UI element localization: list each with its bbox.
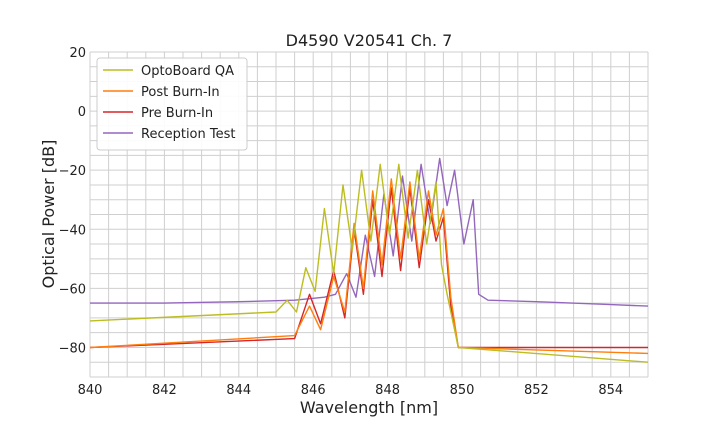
legend-box	[96, 57, 248, 151]
x-tick-label: 844	[226, 383, 251, 398]
x-tick-label: 852	[524, 383, 549, 398]
y-tick-label: 20	[69, 46, 86, 61]
y-tick-label: −20	[59, 164, 86, 179]
y-tick-label: −60	[59, 282, 86, 297]
x-tick-label: 854	[598, 383, 623, 398]
y-axis-label: Optical Power [dB]	[39, 140, 58, 289]
y-tick-label: 0	[78, 105, 86, 120]
series-line-pre-burn-in	[90, 187, 648, 349]
legend: OptoBoard QA Post Burn-In Pre Burn-In Recep…	[96, 57, 248, 151]
x-axis-label: Wavelength [nm]	[300, 398, 438, 417]
x-tick-label: 842	[152, 383, 177, 398]
x-tick-label: 848	[375, 383, 400, 398]
x-tick-label: 840	[78, 383, 103, 398]
tick-labels: 840 842 844 846 848 850 852 854 20 0 −20 −40 −60 −80	[59, 46, 624, 398]
y-tick-label: −80	[59, 341, 86, 356]
y-tick-label: −40	[59, 223, 86, 238]
series-line-optoboard-qa	[90, 163, 648, 363]
legend-label-optoboard-qa: OptoBoard QA	[141, 64, 234, 79]
series-lines	[90, 157, 648, 363]
series-line-post-burn-in	[90, 178, 648, 355]
x-tick-label: 846	[301, 383, 326, 398]
legend-label-pre-burn-in: Pre Burn-In	[141, 106, 213, 121]
legend-label-reception-test: Reception Test	[141, 127, 235, 142]
chart-title: D4590 V20541 Ch. 7	[286, 31, 453, 50]
legend-label-post-burn-in: Post Burn-In	[141, 85, 220, 100]
x-tick-label: 850	[450, 383, 475, 398]
